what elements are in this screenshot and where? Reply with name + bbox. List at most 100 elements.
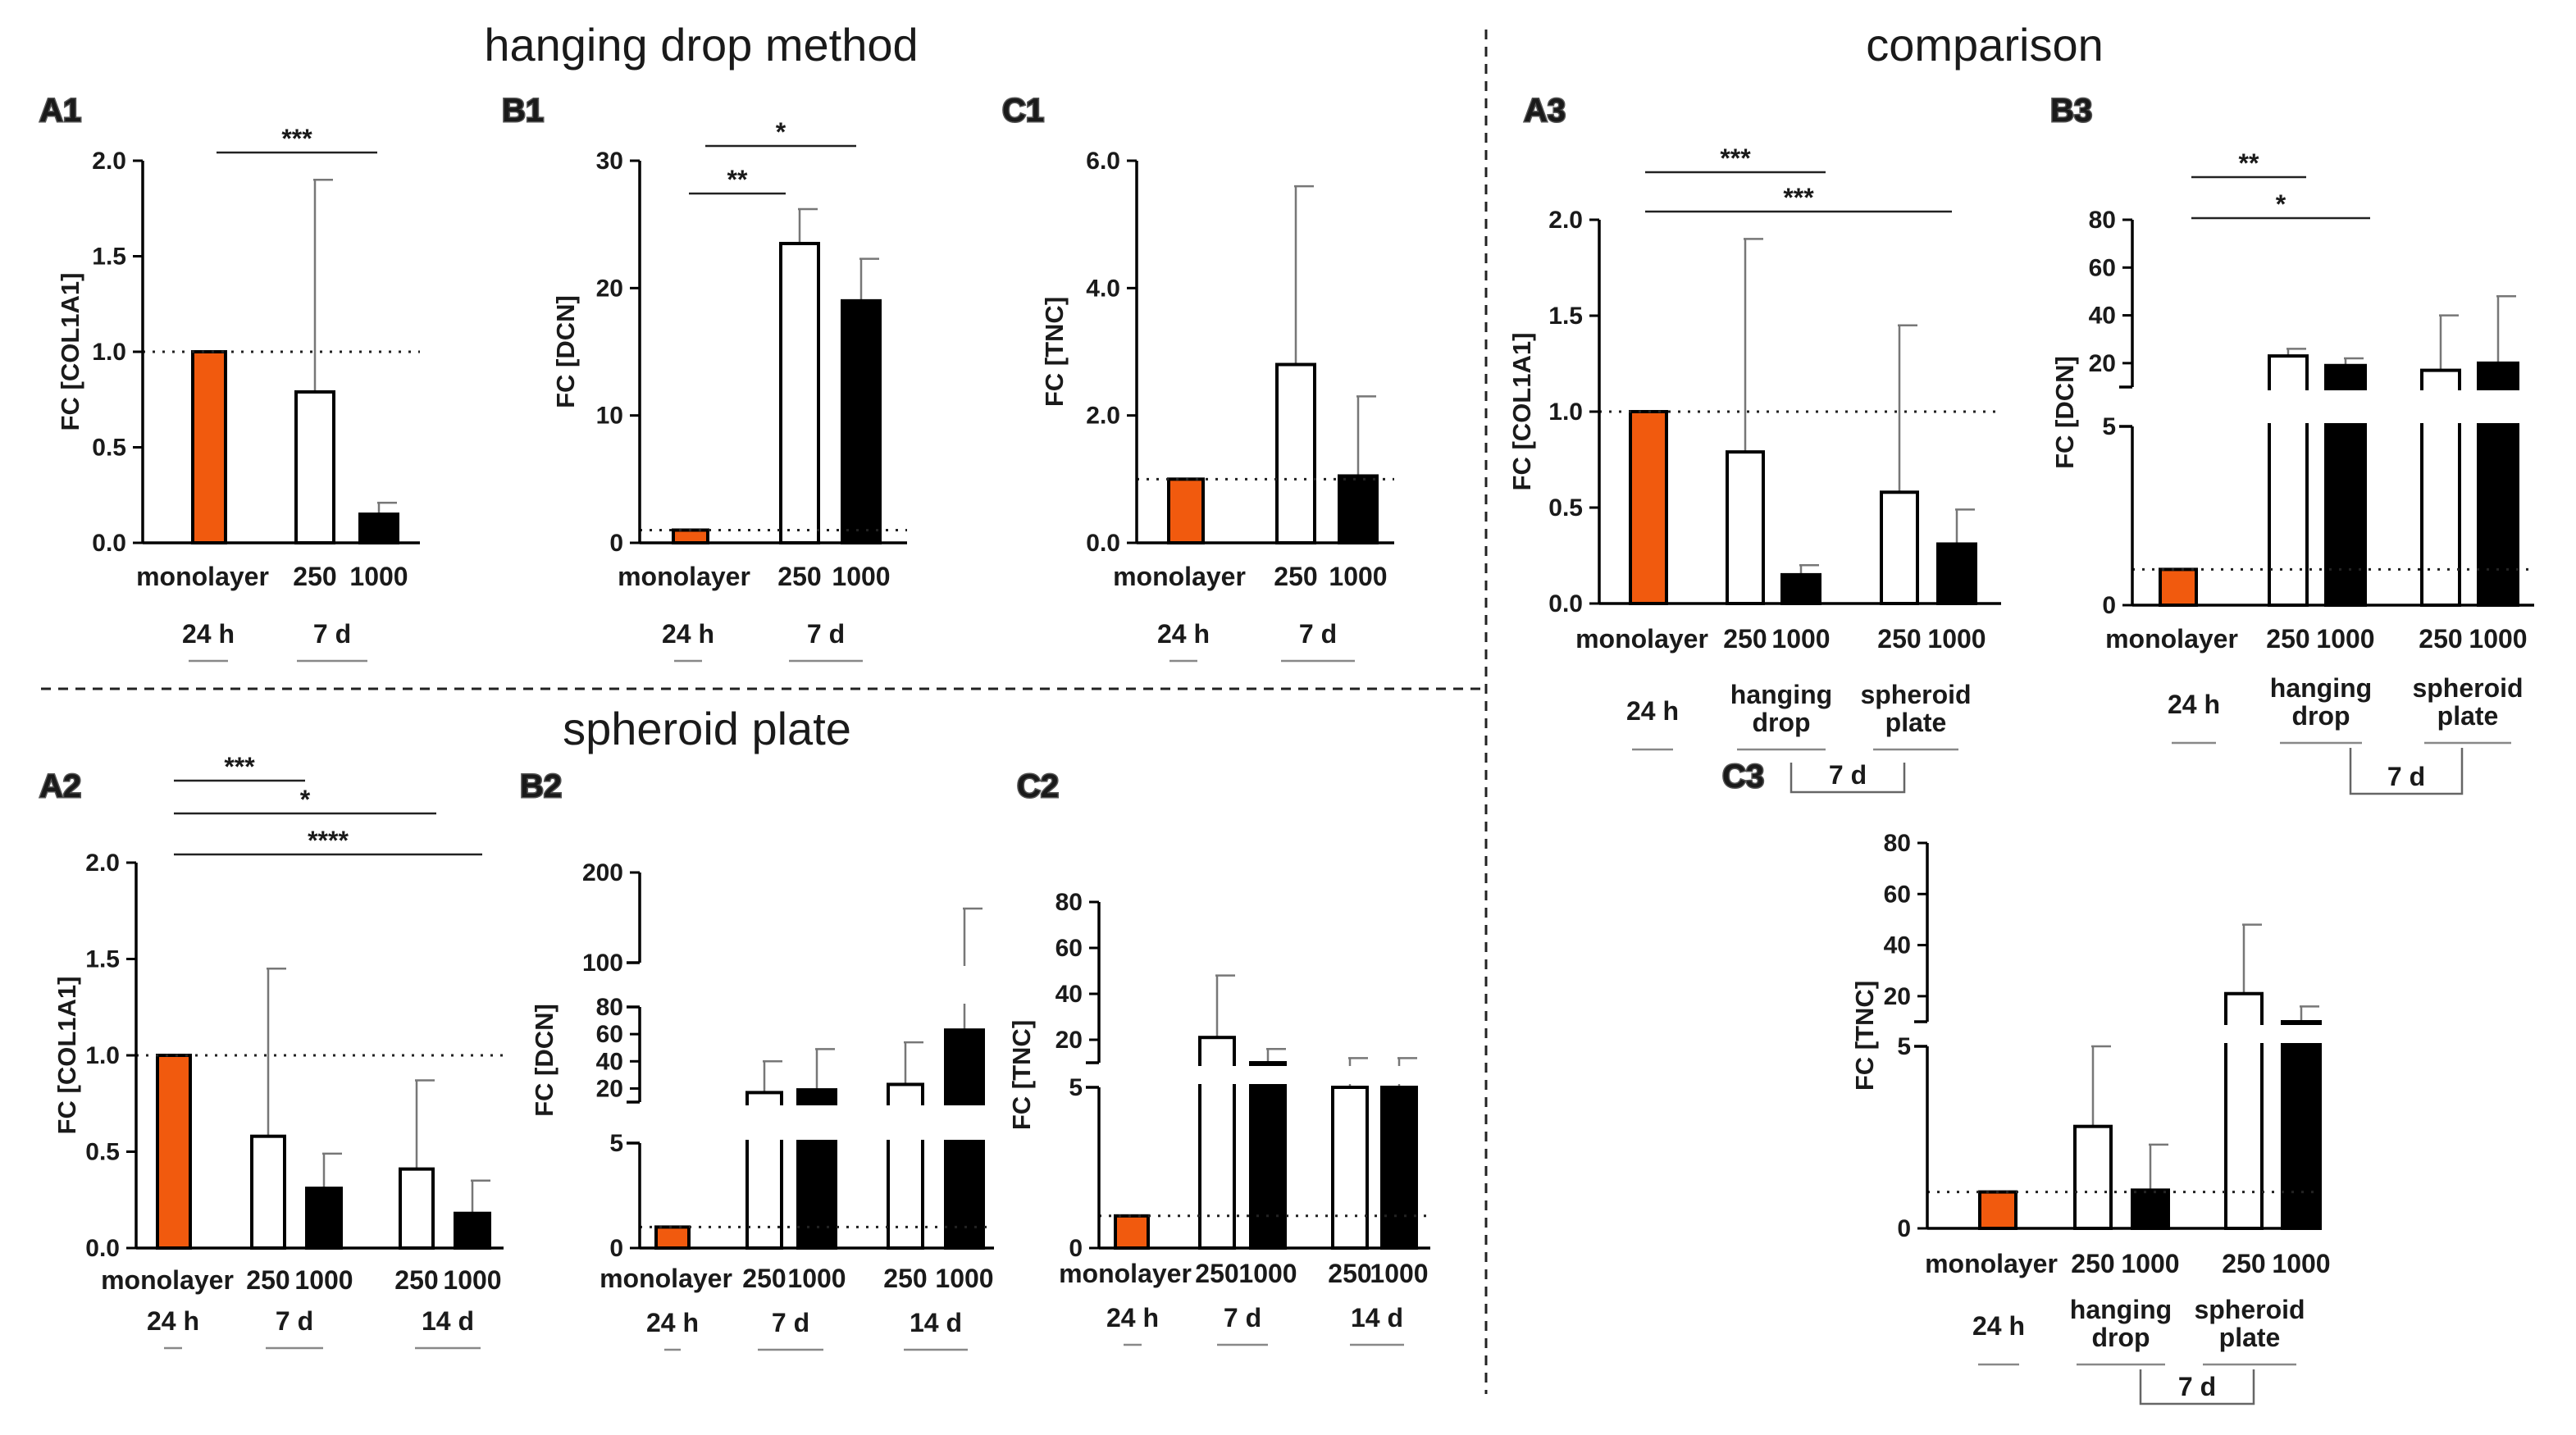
group-label-B3-0: 24 h	[2168, 690, 2220, 719]
group-label-C3-2-a: spheroid	[2194, 1295, 2305, 1324]
panel-label-C1: C1	[1002, 93, 1044, 129]
category-label-A2-0: monolayer	[101, 1265, 234, 1295]
panel-B1: B1 FC [DCN] 0 10 20 30 monolayer 250 1000 24 h 7 d…	[501, 92, 907, 663]
category-label-B2-3: 250	[883, 1264, 927, 1293]
bar-B1-2	[841, 298, 882, 544]
category-label-A3-1: 250	[1723, 624, 1767, 654]
bar-C3-2	[2131, 1188, 2170, 1231]
significance-label-B3-1: *	[2276, 189, 2286, 219]
significance-label-B1-0: **	[727, 165, 748, 194]
bar-C2-4	[1380, 1086, 1418, 1250]
group-label-A3-2-a: spheroid	[1860, 680, 1971, 709]
y-tick-label-A2-0: 0.0	[85, 1235, 120, 1262]
category-label-A3-0: monolayer	[1575, 624, 1708, 654]
panel-label-A1: A1	[39, 93, 81, 129]
bar-C3-4	[2281, 1020, 2322, 1230]
bar-C1-1	[1275, 362, 1316, 544]
category-label-B3-1: 250	[2266, 624, 2309, 654]
panel-label-B1: B1	[502, 93, 544, 129]
panel-A2: A2 FC [COL1A1] 0.0 0.5 1.0 1.5 2.0 monolayer 250…	[39, 752, 504, 1350]
group-label-A3-1-a: hanging	[1730, 680, 1832, 709]
y-tick-label-B2-7: 200	[582, 859, 623, 886]
y-tick-label-A3-2: 1.0	[1548, 399, 1583, 426]
category-label-A2-3: 250	[394, 1265, 438, 1295]
category-label-C1-2: 1000	[1329, 562, 1387, 591]
panel-A1: A1 FC [COL1A1] 0.0 0.5 1.0 1.5 2.0 monolayer 250…	[39, 92, 420, 663]
y-tick-label-B1-0: 0	[609, 530, 623, 557]
category-label-C3-4: 1000	[2272, 1249, 2330, 1278]
group-label-B1-1: 7 d	[807, 619, 845, 649]
y-tick-label-C1-2: 4.0	[1086, 275, 1120, 302]
bar-A3-0	[1629, 410, 1668, 605]
section-title-hanging-drop: hanging drop method	[484, 19, 918, 71]
category-label-B2-0: monolayer	[600, 1264, 732, 1293]
category-label-A2-4: 1000	[443, 1265, 501, 1295]
panel-label-C2: C2	[1017, 768, 1059, 804]
bar-B3-0	[2159, 567, 2198, 608]
y-tick-label-C3-0: 0	[1897, 1215, 1911, 1242]
significance-label-A3-1: ***	[1783, 183, 1814, 212]
y-tick-label-A1-3: 1.5	[92, 244, 126, 271]
y-axis-label-B2: FC [DCN]	[530, 1004, 559, 1117]
y-tick-label-C1-0: 0.0	[1086, 530, 1120, 557]
bar-C2-2	[1249, 1061, 1287, 1250]
bar-C2-0	[1114, 1214, 1150, 1250]
bar-A1-2	[358, 512, 399, 544]
bar-A2-3	[399, 1167, 435, 1250]
y-tick-label-B2-6: 100	[582, 950, 623, 977]
bar-A3-2	[1780, 572, 1821, 606]
bar-A1-0	[191, 350, 227, 544]
group-label-B3-2-b: plate	[2437, 701, 2499, 731]
axis-break-gap-B2-1	[615, 1105, 1002, 1140]
category-label-B2-4: 1000	[935, 1264, 993, 1293]
category-label-B3-3: 250	[2419, 624, 2462, 654]
y-tick-label-A3-4: 2.0	[1548, 207, 1583, 234]
category-label-B1-1: 250	[777, 562, 821, 591]
category-label-C2-1: 250	[1195, 1259, 1238, 1288]
y-axis-label-C3: FC [TNC]	[1850, 981, 1879, 1091]
group-label-B2-2: 14 d	[910, 1308, 962, 1337]
group-brace-label-A3: 7 d	[1829, 760, 1867, 790]
y-tick-label-C3-5: 80	[1884, 830, 1911, 857]
category-label-A2-1: 250	[246, 1265, 290, 1295]
group-label-B2-1: 7 d	[772, 1308, 809, 1337]
significance-label-A2-1: *	[300, 785, 311, 814]
group-brace-C3	[2139, 1369, 2255, 1405]
group-label-B3-2-a: spheroid	[2412, 673, 2523, 703]
group-label-B3-1-b: drop	[2291, 701, 2350, 731]
group-label-A1-1: 7 d	[313, 619, 351, 649]
y-tick-label-B1-3: 30	[596, 148, 623, 175]
group-brace-label-C3: 7 d	[2178, 1372, 2216, 1401]
category-label-B3-4: 1000	[2469, 624, 2527, 654]
group-label-C2-0: 24 h	[1106, 1303, 1159, 1332]
group-label-A2-2: 14 d	[422, 1306, 474, 1336]
y-tick-label-C2-1: 5	[1069, 1074, 1083, 1101]
category-label-C2-4: 1000	[1370, 1259, 1428, 1288]
category-label-A3-2: 1000	[1771, 624, 1830, 654]
panel-label-C3: C3	[1722, 758, 1764, 795]
category-label-A1-0: monolayer	[136, 562, 269, 591]
bar-B1-0	[672, 528, 709, 545]
y-axis-label-A2: FC [COL1A1]	[52, 977, 81, 1135]
category-label-A3-4: 1000	[1927, 624, 1986, 654]
category-label-B1-2: 1000	[832, 562, 890, 591]
axis-break-gap-C3-1	[1903, 1025, 2329, 1043]
category-label-C2-0: monolayer	[1059, 1259, 1192, 1288]
y-tick-label-C3-3: 40	[1884, 932, 1911, 959]
group-label-A2-1: 7 d	[276, 1306, 313, 1336]
category-label-C3-0: monolayer	[1925, 1249, 2058, 1278]
group-label-C3-0: 24 h	[1972, 1311, 2025, 1341]
bar-A3-3	[1880, 490, 1919, 606]
group-label-C3-2-b: plate	[2219, 1323, 2281, 1352]
y-tick-label-C2-2: 20	[1055, 1027, 1083, 1054]
y-axis-label-B3: FC [DCN]	[2050, 356, 2079, 469]
significance-label-A3-0: ***	[1720, 144, 1751, 173]
panel-label-A2: A2	[39, 768, 81, 804]
group-label-A3-0: 24 h	[1626, 696, 1679, 726]
bar-B2-0	[654, 1225, 691, 1250]
y-tick-label-A2-4: 2.0	[85, 850, 120, 877]
bar-C2-3	[1331, 1086, 1369, 1250]
